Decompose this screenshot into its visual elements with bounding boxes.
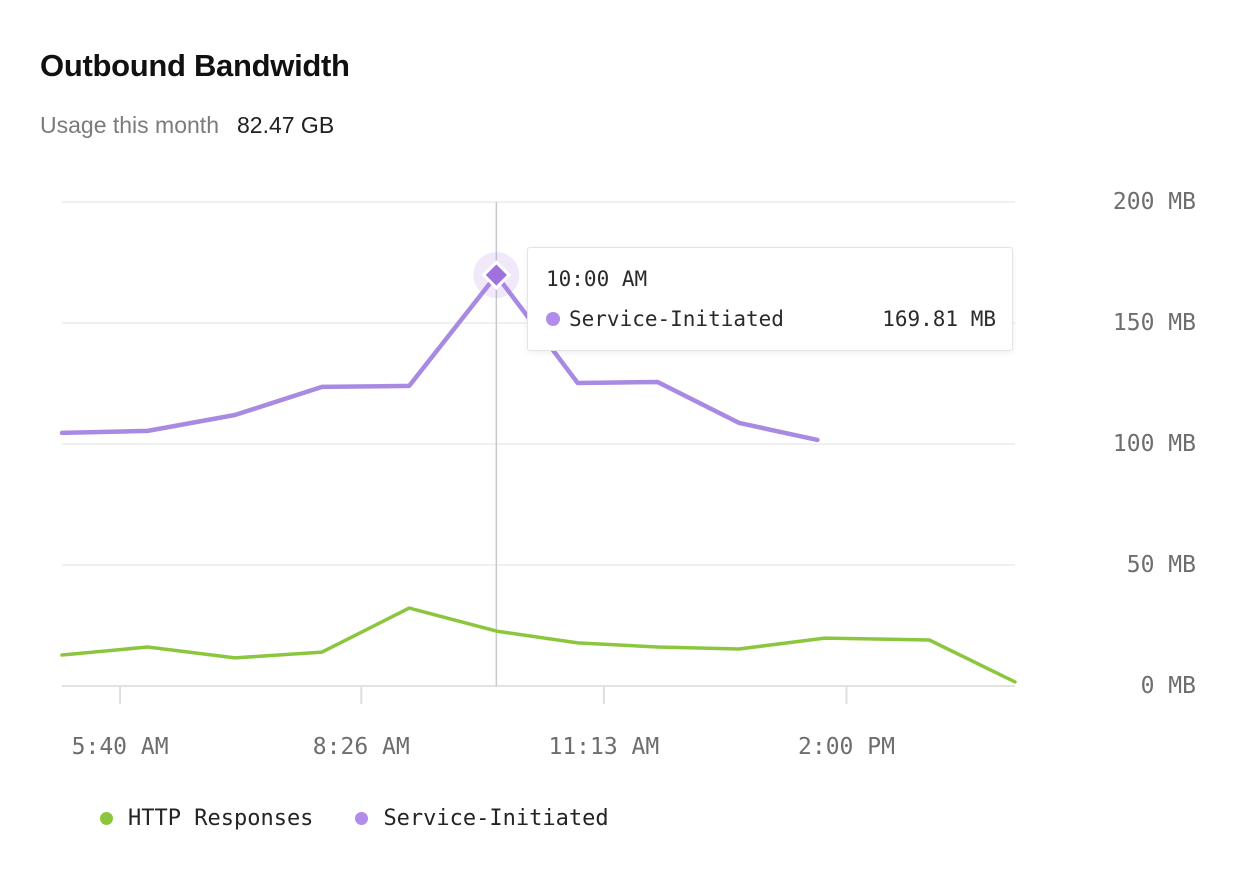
legend-dot-icon bbox=[100, 812, 113, 825]
chart-legend: HTTP Responses Service-Initiated bbox=[100, 806, 609, 831]
y-tick-label: 0 MB bbox=[1140, 673, 1196, 699]
http-responses-line bbox=[60, 606, 1017, 684]
tooltip: 10:00 AM Service-Initiated 169.81 MB bbox=[527, 247, 1013, 351]
hover-marker-diamond bbox=[481, 260, 512, 290]
usage-summary: Usage this month 82.47 GB bbox=[40, 112, 334, 139]
y-tick-label: 50 MB bbox=[1126, 552, 1196, 578]
usage-label: Usage this month bbox=[40, 112, 219, 138]
x-tick-label: 2:00 PM bbox=[798, 734, 895, 760]
tooltip-series-row: Service-Initiated 169.81 MB bbox=[546, 303, 996, 335]
tooltip-time: 10:00 AM bbox=[546, 267, 648, 291]
service-initiated-dot-icon bbox=[546, 312, 560, 326]
legend-item-http-responses[interactable]: HTTP Responses bbox=[100, 806, 313, 831]
y-tick-label: 200 MB bbox=[1112, 189, 1196, 215]
x-tick-label: 11:13 AM bbox=[548, 734, 660, 760]
tooltip-series-value: 169.81 MB bbox=[882, 307, 996, 331]
chart-title: Outbound Bandwidth bbox=[40, 48, 350, 83]
tooltip-series-name: Service-Initiated bbox=[569, 307, 784, 331]
x-tick-label: 8:26 AM bbox=[312, 734, 410, 760]
x-tick-label: 5:40 AM bbox=[71, 734, 169, 760]
legend-item-service-initiated[interactable]: Service-Initiated bbox=[355, 806, 609, 831]
legend-dot-icon bbox=[355, 812, 369, 825]
usage-value: 82.47 GB bbox=[236, 112, 335, 138]
service-initiated-line bbox=[59, 272, 820, 443]
legend-label: Service-Initiated bbox=[383, 806, 609, 831]
y-tick-label: 150 MB bbox=[1112, 310, 1196, 336]
legend-label: HTTP Responses bbox=[128, 806, 314, 831]
y-tick-label: 100 MB bbox=[1112, 431, 1196, 457]
